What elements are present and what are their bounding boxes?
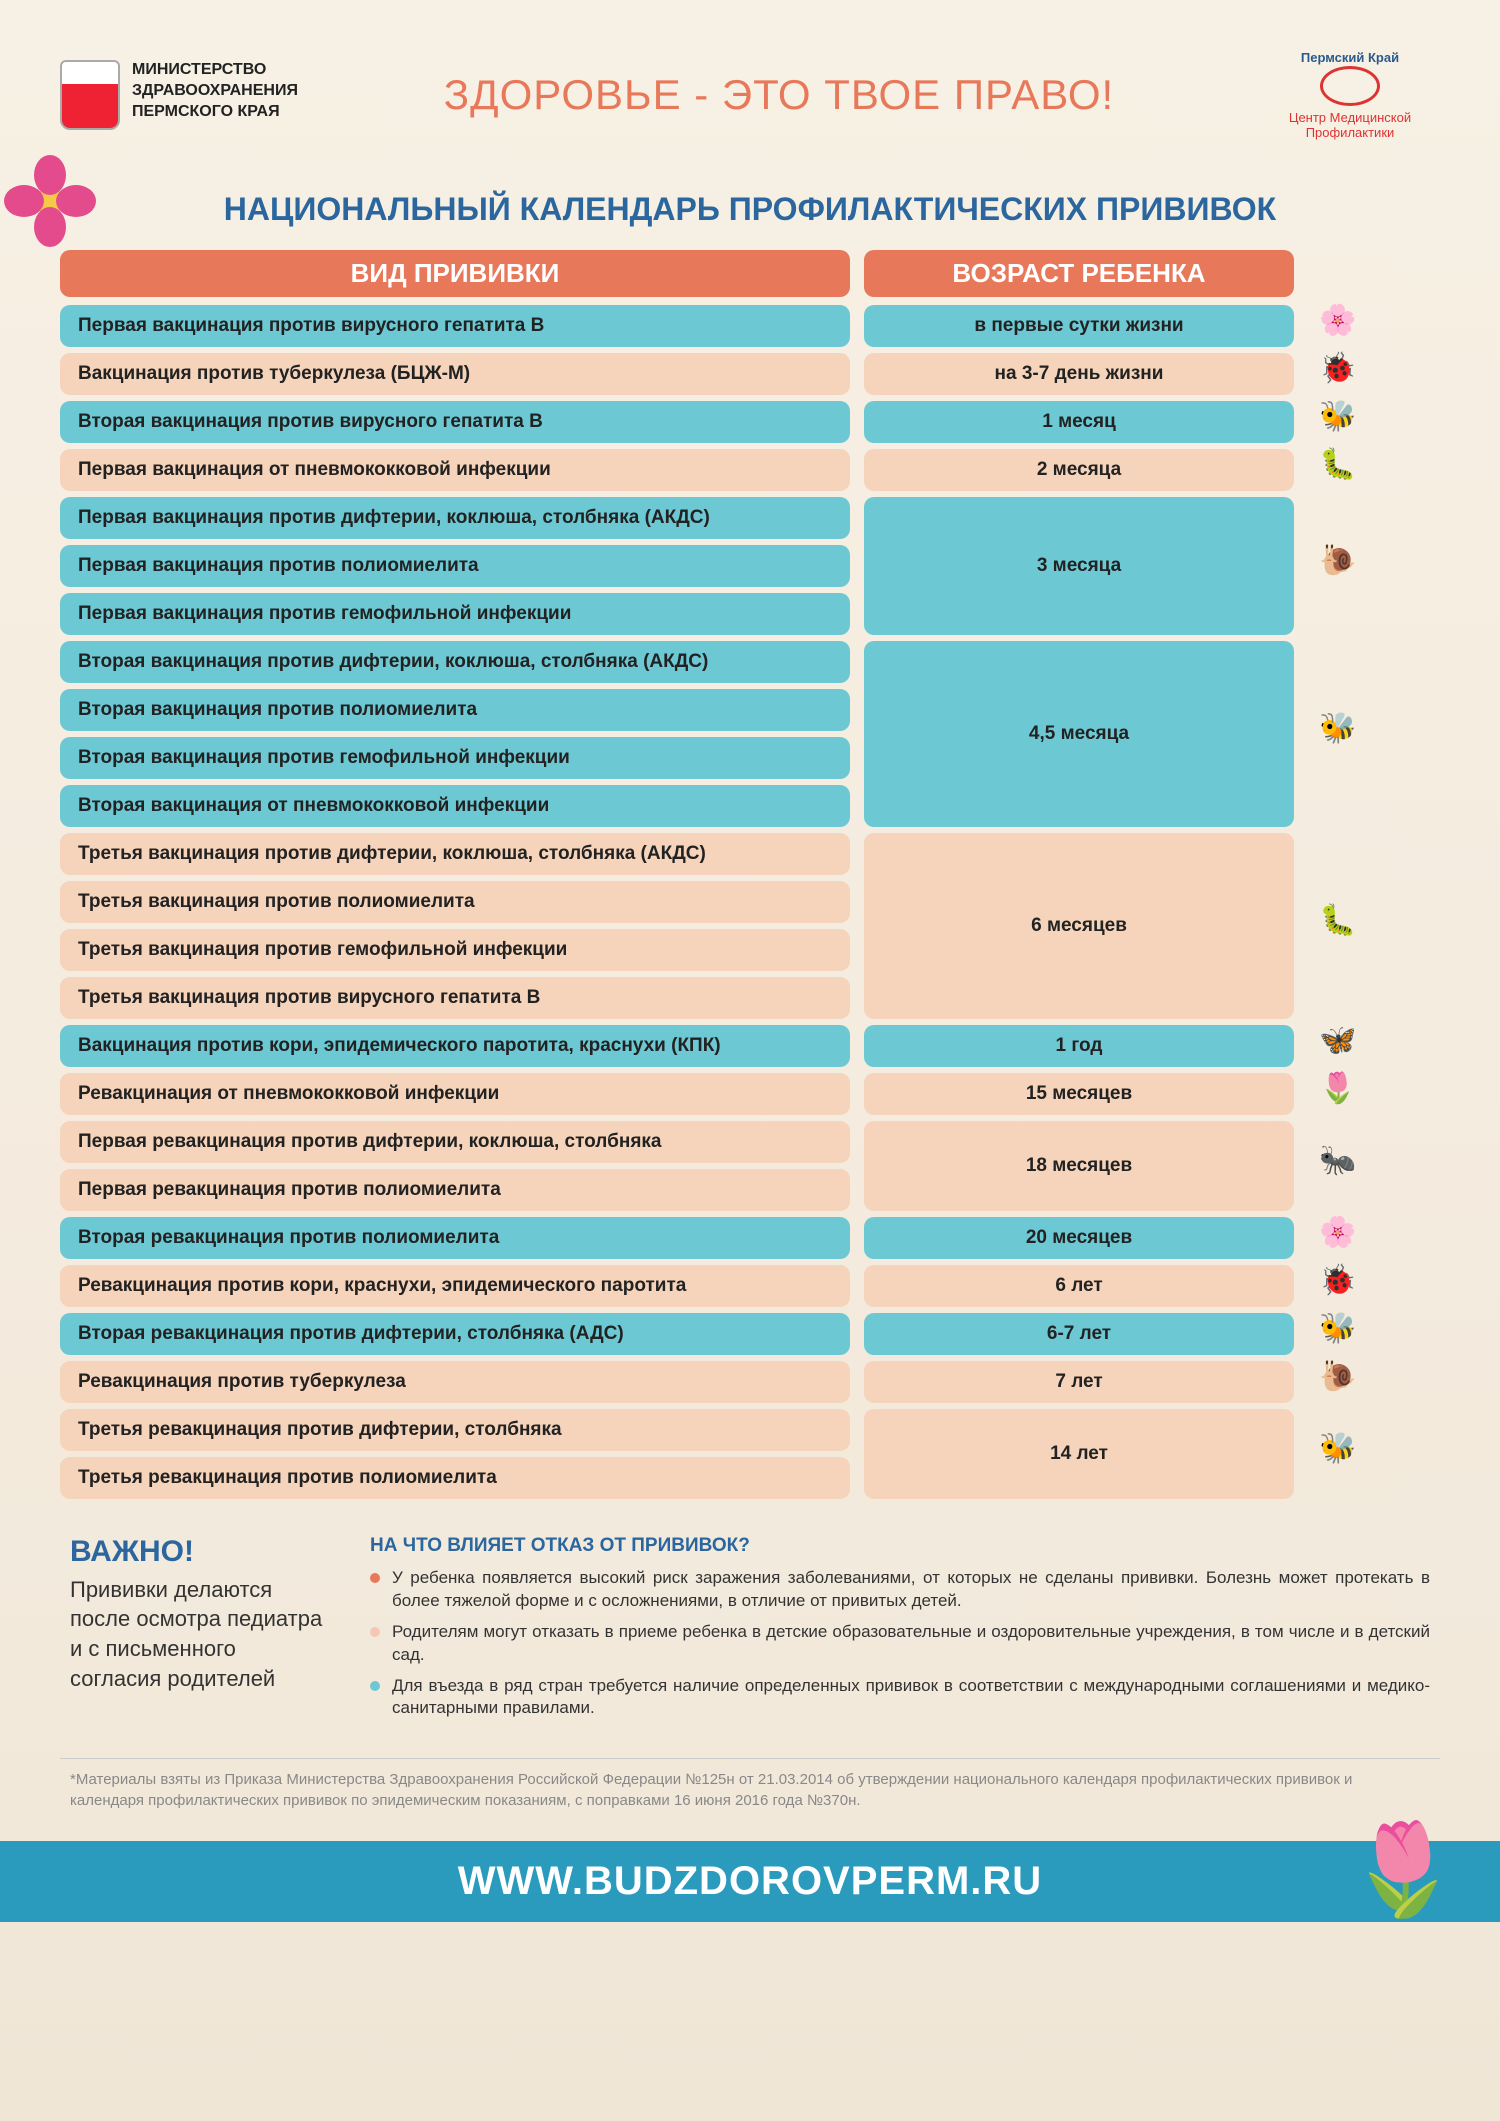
decor-icon: 🌸 (1308, 1212, 1368, 1254)
age-row: 6-7 лет (864, 1313, 1294, 1355)
decor-icon: 🐞 (1308, 1260, 1368, 1302)
decor-icon: 🐌 (1308, 1356, 1368, 1398)
vaccine-row: Первая вакцинация от пневмококковой инфе… (60, 449, 850, 491)
vaccine-row: Третья ревакцинация против дифтерии, сто… (60, 1409, 850, 1451)
vaccine-row: Вторая вакцинация от пневмококковой инфе… (60, 785, 850, 827)
vaccine-row: Вторая вакцинация против вирусного гепат… (60, 401, 850, 443)
ministry-text: МИНИСТЕРСТВО ЗДРАВООХРАНЕНИЯ ПЕРМСКОГО К… (132, 60, 298, 122)
age-row: 14 лет (864, 1409, 1294, 1499)
age-row: 2 месяца (864, 449, 1294, 491)
vaccine-row: Вакцинация против туберкулеза (БЦЖ-М) (60, 353, 850, 395)
center-logo: Пермский Край Центр Медицинской Профилак… (1260, 50, 1440, 141)
ministry-line: МИНИСТЕРСТВО (132, 60, 298, 81)
age-column: ВОЗРАСТ РЕБЕНКА в первые сутки жизни на 3… (864, 250, 1294, 1505)
vaccine-row: Вакцинация против кори, эпидемического п… (60, 1025, 850, 1067)
vaccine-row: Ревакцинация против туберкулеза (60, 1361, 850, 1403)
age-row: 15 месяцев (864, 1073, 1294, 1115)
vaccine-row: Третья вакцинация против гемофильной инф… (60, 929, 850, 971)
vaccine-row: Первая вакцинация против вирусного гепат… (60, 305, 850, 347)
url-text: WWW.BUDZDOROVPERM.RU (458, 1859, 1042, 1903)
age-row: 7 лет (864, 1361, 1294, 1403)
vaccine-row: Третья вакцинация против полиомиелита (60, 881, 850, 923)
vaccine-header: ВИД ПРИВИВКИ (60, 250, 850, 297)
slogan: ЗДОРОВЬЕ - ЭТО ТВОЕ ПРАВО! (444, 71, 1114, 119)
decor-icon: 🐞 (1308, 348, 1368, 390)
disclaimer: *Материалы взяты из Приказа Министерства… (60, 1758, 1440, 1811)
age-row: 6 месяцев (864, 833, 1294, 1019)
important-title: ВАЖНО! (70, 1535, 330, 1569)
center-line: Профилактики (1260, 125, 1440, 141)
vaccine-row: Первая вакцинация против полиомиелита (60, 545, 850, 587)
center-region: Пермский Край (1260, 50, 1440, 66)
age-row: 1 год (864, 1025, 1294, 1067)
vaccine-row: Третья вакцинация против дифтерии, коклю… (60, 833, 850, 875)
decor-icon: 🐌 (1308, 492, 1368, 630)
vaccine-row: Третья ревакцинация против полиомиелита (60, 1457, 850, 1499)
age-row: на 3-7 день жизни (864, 353, 1294, 395)
vaccine-column: ВИД ПРИВИВКИ Первая вакцинация против ви… (60, 250, 850, 1505)
ministry-line: ПЕРМСКОГО КРАЯ (132, 102, 298, 123)
vaccine-row: Первая вакцинация против гемофильной инф… (60, 593, 850, 635)
age-row: 4,5 месяца (864, 641, 1294, 827)
decor-icon: 🐛 (1308, 828, 1368, 1014)
flower-icon (0, 151, 100, 251)
globe-icon (1320, 66, 1380, 106)
vaccine-row: Третья вакцинация против вирусного гепат… (60, 977, 850, 1019)
vaccine-row: Первая ревакцинация против дифтерии, кок… (60, 1121, 850, 1163)
decor-icon: 🐝 (1308, 396, 1368, 438)
decor-icon: 🌷 (1308, 1068, 1368, 1110)
coat-of-arms-icon (60, 60, 120, 130)
decor-icon: 🐜 (1308, 1116, 1368, 1206)
important-text: Прививки делаются после осмотра педиатра… (70, 1575, 330, 1694)
refusal-item: Для въезда в ряд стран требуется наличие… (370, 1675, 1430, 1721)
vaccination-table: ВИД ПРИВИВКИ Первая вакцинация против ви… (60, 250, 1440, 1505)
footer-info: ВАЖНО! Прививки делаются после осмотра п… (60, 1535, 1440, 1729)
page-title: НАЦИОНАЛЬНЫЙ КАЛЕНДАРЬ ПРОФИЛАКТИЧЕСКИХ … (60, 191, 1440, 228)
vaccine-row: Вторая вакцинация против гемофильной инф… (60, 737, 850, 779)
age-row: 1 месяц (864, 401, 1294, 443)
header: МИНИСТЕРСТВО ЗДРАВООХРАНЕНИЯ ПЕРМСКОГО К… (60, 50, 1440, 141)
decor-icon: 🌸 (1308, 300, 1368, 342)
url-bar: WWW.BUDZDOROVPERM.RU 🌷 (0, 1841, 1500, 1922)
age-row: в первые сутки жизни (864, 305, 1294, 347)
refusal-item: У ребенка появляется высокий риск зараже… (370, 1567, 1430, 1613)
title-text: НАЦИОНАЛЬНЫЙ КАЛЕНДАРЬ ПРОФИЛАКТИЧЕСКИХ … (224, 191, 1276, 227)
age-row: 20 месяцев (864, 1217, 1294, 1259)
refusal-title: НА ЧТО ВЛИЯЕТ ОТКАЗ ОТ ПРИВИВОК? (370, 1535, 1430, 1557)
vaccine-row: Ревакцинация против кори, краснухи, эпид… (60, 1265, 850, 1307)
center-line: Центр Медицинской (1260, 110, 1440, 126)
vaccine-row: Первая вакцинация против дифтерии, коклю… (60, 497, 850, 539)
decor-icon: 🐝 (1308, 636, 1368, 822)
refusal-item: Родителям могут отказать в приеме ребенк… (370, 1621, 1430, 1667)
ministry-line: ЗДРАВООХРАНЕНИЯ (132, 81, 298, 102)
decor-icon: 🐛 (1308, 444, 1368, 486)
ministry-block: МИНИСТЕРСТВО ЗДРАВООХРАНЕНИЯ ПЕРМСКОГО К… (60, 60, 298, 130)
decor-column: 🌸🐞🐝🐛🐌🐝🐛🦋🌷🐜🌸🐞🐝🐌🐝 (1308, 250, 1368, 1505)
vaccine-row: Вторая ревакцинация против дифтерии, сто… (60, 1313, 850, 1355)
vaccine-row: Вторая ревакцинация против полиомиелита (60, 1217, 850, 1259)
decor-icon: 🐝 (1308, 1404, 1368, 1494)
vaccine-row: Вторая вакцинация против полиомиелита (60, 689, 850, 731)
decor-icon: 🦋 (1308, 1020, 1368, 1062)
age-row: 6 лет (864, 1265, 1294, 1307)
decor-icon: 🐝 (1308, 1308, 1368, 1350)
age-row: 18 месяцев (864, 1121, 1294, 1211)
tulip-icon: 🌷 (1347, 1817, 1460, 1922)
age-header: ВОЗРАСТ РЕБЕНКА (864, 250, 1294, 297)
vaccine-row: Ревакцинация от пневмококковой инфекции (60, 1073, 850, 1115)
refusal-list: У ребенка появляется высокий риск зараже… (370, 1567, 1430, 1721)
age-row: 3 месяца (864, 497, 1294, 635)
vaccine-row: Вторая вакцинация против дифтерии, коклю… (60, 641, 850, 683)
refusal-block: НА ЧТО ВЛИЯЕТ ОТКАЗ ОТ ПРИВИВОК? У ребен… (370, 1535, 1430, 1729)
important-block: ВАЖНО! Прививки делаются после осмотра п… (70, 1535, 330, 1729)
vaccine-row: Первая ревакцинация против полиомиелита (60, 1169, 850, 1211)
